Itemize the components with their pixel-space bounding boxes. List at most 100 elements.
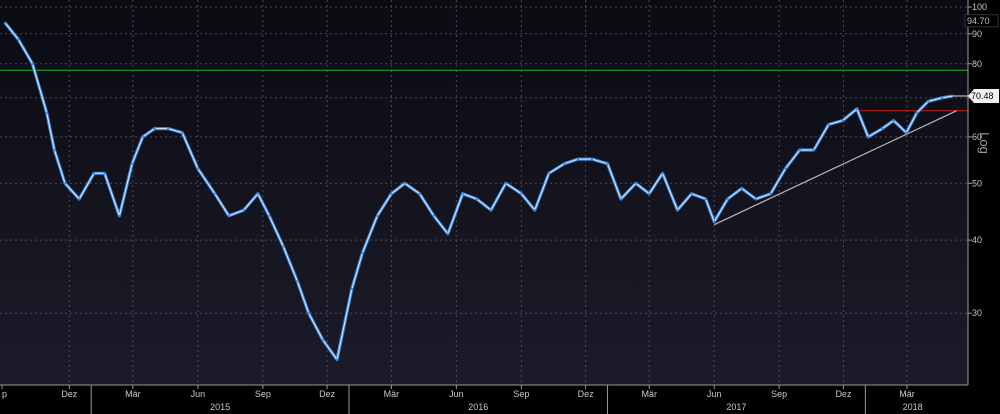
y-axis-scale-label: Log: [977, 132, 992, 154]
price-point: [841, 119, 844, 122]
price-point: [446, 232, 449, 235]
price-point: [563, 162, 566, 165]
price-point: [648, 192, 651, 195]
x-month-label: Jun: [191, 389, 206, 399]
price-point: [3, 21, 7, 24]
x-month-label: p: [2, 389, 7, 399]
price-point: [350, 287, 353, 291]
x-axis: p Dez Mär Jun Sep Dez Mär Jun Sep Dez Mär Jun Sep Dez…: [0, 384, 968, 414]
price-point: [713, 220, 716, 223]
price-point: [704, 197, 707, 201]
x-year-label: 2018: [903, 402, 923, 412]
price-point: [726, 197, 729, 201]
x-month-label: Jun: [707, 389, 722, 399]
price-point: [53, 148, 56, 152]
y-tick-label: 90: [972, 29, 982, 39]
price-point: [489, 209, 493, 212]
price-point: [390, 192, 393, 195]
price-point: [213, 192, 216, 195]
price-point: [867, 135, 870, 139]
price-point: [461, 192, 464, 195]
x-month-label: Mär: [125, 389, 141, 399]
price-point: [181, 131, 184, 134]
price-point: [282, 245, 285, 248]
price-point: [504, 182, 507, 185]
last-value-label: 70.48: [971, 91, 994, 101]
price-point: [941, 96, 944, 99]
price-point: [268, 214, 271, 217]
price-point: [576, 157, 579, 161]
price-point: [242, 209, 245, 212]
price-point: [915, 111, 919, 114]
price-point: [798, 148, 801, 152]
price-series: [3, 21, 955, 362]
price-point: [153, 127, 156, 130]
price-point: [619, 197, 623, 201]
price-point: [855, 107, 858, 110]
x-month-label: Mär: [384, 389, 400, 399]
plot-background: [0, 0, 968, 385]
x-month-label: Jun: [449, 389, 464, 399]
price-point: [78, 197, 81, 201]
x-year-label: 2016: [468, 402, 488, 412]
price-point: [533, 209, 536, 212]
reference-lines: [0, 69, 968, 226]
x-year-label: 2015: [210, 402, 230, 412]
high-value-badge: [964, 14, 999, 28]
x-month-label: Mär: [641, 389, 657, 399]
price-point: [812, 148, 815, 152]
price-point: [376, 214, 379, 217]
price-point: [892, 119, 895, 122]
price-point: [227, 214, 231, 217]
price-point: [403, 182, 406, 185]
y-tick-label: 100: [972, 2, 987, 12]
support-trendline: [713, 110, 957, 226]
price-point: [256, 192, 259, 195]
price-point: [335, 358, 339, 361]
price-point: [307, 312, 310, 315]
price-point: [103, 172, 106, 175]
y-tick-label: 50: [972, 178, 982, 188]
price-point: [634, 182, 637, 185]
price-point: [784, 167, 787, 170]
price-point: [196, 167, 199, 170]
price-point: [361, 252, 364, 255]
price-point: [606, 162, 609, 165]
x-month-label: Sep: [255, 389, 271, 399]
price-point: [31, 62, 34, 65]
x-month-label: Sep: [771, 389, 787, 399]
last-value-badge: [968, 88, 999, 103]
y-tick-label: 60: [972, 132, 982, 142]
price-point: [418, 192, 421, 195]
price-point: [131, 162, 134, 165]
x-month-label: Dez: [319, 389, 336, 399]
x-month-label: Mär: [899, 389, 915, 399]
x-month-label: Dez: [578, 389, 595, 399]
y-tick-label: 40: [972, 235, 982, 245]
price-point: [45, 111, 48, 114]
x-year-label: 2017: [726, 402, 746, 412]
x-month-label: Sep: [513, 389, 529, 399]
price-point: [690, 192, 693, 195]
price-point: [661, 172, 664, 175]
x-month-label: Dez: [835, 389, 852, 399]
x-month-label: Dez: [61, 389, 78, 399]
price-point: [141, 135, 144, 139]
price-point: [754, 197, 757, 201]
price-point: [321, 338, 324, 342]
high-value-label: 94.70: [967, 16, 990, 26]
y-tick-label: 30: [972, 308, 982, 318]
price-point: [769, 192, 772, 195]
price-point: [547, 172, 550, 175]
price-point: [740, 187, 743, 190]
price-point: [63, 182, 67, 185]
grid: [0, 0, 968, 385]
price-point: [927, 100, 930, 103]
price-point: [881, 127, 884, 130]
price-point: [827, 123, 830, 126]
price-point: [118, 214, 121, 217]
price-point: [92, 172, 96, 175]
price-point: [432, 214, 435, 217]
